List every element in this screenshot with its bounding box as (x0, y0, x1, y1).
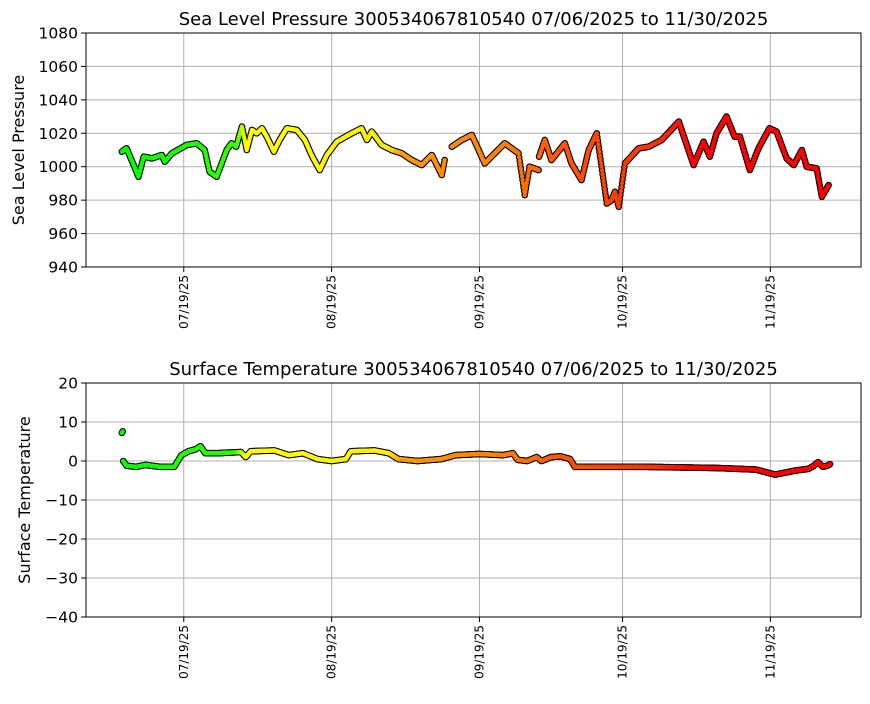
data-point (622, 165, 626, 169)
data-point (598, 157, 602, 161)
temperature-chart: 07/19/25 08/19/25 09/19/25 10/19/25 11/19/25… (15, 359, 861, 679)
y-tick-label: −20 (45, 531, 78, 549)
data-point (600, 172, 604, 176)
data-point (618, 197, 622, 201)
x-tick-label: 11/19/25 (763, 275, 777, 329)
data-point (520, 178, 524, 182)
data-point (619, 189, 623, 193)
y-tick-label: 940 (48, 259, 78, 277)
data-point (598, 153, 602, 157)
pressure-chart: 07/19/25 08/19/25 09/19/25 10/19/25 11/19/25… (9, 9, 861, 329)
y-axis-label: Sea Level Pressure (9, 75, 28, 226)
y-tick-label: 1020 (39, 125, 78, 143)
data-point (517, 159, 521, 163)
data-point (601, 176, 605, 180)
data-point (442, 158, 446, 162)
y-tick-label: 1000 (39, 158, 78, 176)
data-point (620, 177, 624, 181)
x-tick-label: 11/19/25 (763, 625, 777, 679)
x-tick-label: 09/19/25 (472, 625, 486, 679)
y-tick-label: 20 (58, 375, 78, 393)
data-point (597, 146, 601, 150)
data-point (595, 131, 599, 135)
x-tick-label: 07/19/25 (177, 625, 191, 679)
y-tick-label: 1060 (39, 58, 78, 76)
data-point (599, 165, 603, 169)
data-point (603, 190, 607, 194)
data-point (518, 163, 522, 167)
y-tick-label: 960 (48, 225, 78, 243)
x-tick-label: 10/19/25 (616, 275, 630, 329)
data-point (516, 151, 520, 155)
data-point (622, 169, 626, 173)
data-point (596, 142, 600, 146)
data-point (621, 173, 625, 177)
data-point (519, 166, 523, 170)
x-tick-label: 08/19/25 (325, 275, 339, 329)
y-tick-label: 0 (68, 453, 78, 471)
x-tick-label: 10/19/25 (616, 625, 630, 679)
data-point (517, 155, 521, 159)
data-point (601, 179, 605, 183)
data-point (519, 170, 523, 174)
data-point (618, 193, 622, 197)
data-point (536, 168, 540, 172)
y-tick-label: 980 (48, 192, 78, 210)
x-tick-label: 08/19/25 (325, 625, 339, 679)
data-point (602, 183, 606, 187)
data-point (620, 181, 624, 185)
data-point (599, 161, 603, 165)
y-tick-label: −40 (45, 609, 78, 627)
data-point (121, 429, 125, 433)
data-point (617, 205, 621, 209)
y-tick-label: 1080 (39, 25, 78, 43)
data-point (595, 135, 599, 139)
data-point (604, 194, 608, 198)
x-tick-label: 07/19/25 (177, 275, 191, 329)
y-tick-label: 10 (58, 414, 78, 432)
y-tick-label: −30 (45, 570, 78, 588)
data-point (619, 185, 623, 189)
data-point (600, 168, 604, 172)
data-point (603, 187, 607, 191)
data-point (520, 174, 524, 178)
data-point (597, 150, 601, 154)
y-tick-label: −10 (45, 492, 78, 510)
chart-title: Sea Level Pressure 300534067810540 07/06… (179, 9, 769, 30)
data-point (826, 183, 830, 187)
data-point (617, 201, 621, 205)
y-tick-label: 1040 (39, 91, 78, 109)
data-point (596, 139, 600, 143)
x-tick-label: 09/19/25 (472, 275, 486, 329)
